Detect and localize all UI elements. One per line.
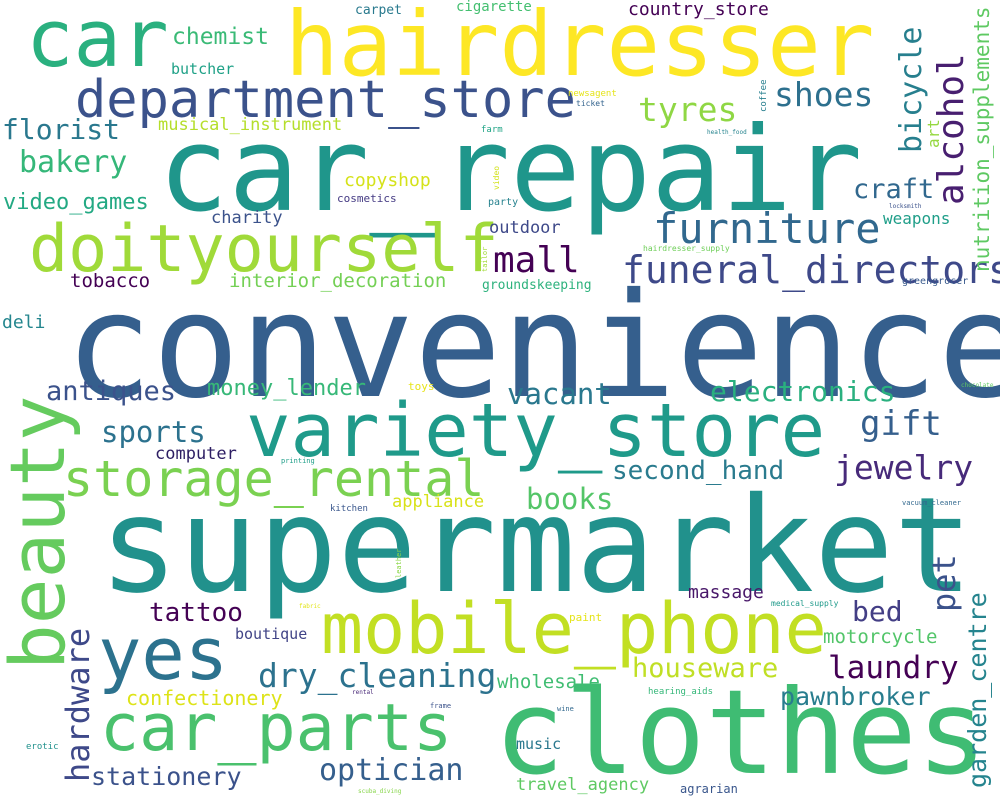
- word-wholesale: wholesale: [497, 671, 600, 693]
- word-nutrition-supplements: nutrition_supplements: [970, 6, 994, 272]
- word-doityourself: doityourself: [29, 212, 499, 287]
- word-funeral-directors: funeral_directors: [622, 248, 1000, 292]
- word-supermarket: supermarket: [99, 469, 974, 623]
- word-music: music: [516, 735, 562, 753]
- word-pet: pet: [925, 554, 963, 612]
- word-photo: photo: [462, 390, 481, 397]
- word-fabric: fabric: [299, 603, 321, 610]
- word-books: books: [526, 482, 614, 516]
- word-furniture: furniture: [653, 204, 881, 253]
- word-shoes: shoes: [774, 75, 874, 114]
- word-groundskeeping: groundskeeping: [482, 278, 592, 293]
- word-appliance: appliance: [392, 492, 485, 512]
- word-musical-instrument: musical_instrument: [158, 115, 343, 135]
- word-tyres: tyres: [638, 90, 738, 129]
- word-video: video: [492, 165, 501, 190]
- word-vacant: vacant: [507, 377, 612, 411]
- word-confectionery: confectionery: [126, 686, 283, 710]
- word-motorcycle: motorcycle: [823, 626, 938, 648]
- word-craft: craft: [853, 174, 935, 205]
- word-video-games: video_games: [3, 190, 149, 215]
- word-car-repair: car_repair: [158, 101, 863, 238]
- word-car-parts: car_parts: [100, 691, 453, 766]
- word-weapons: weapons: [883, 209, 951, 228]
- word-hardware: hardware: [59, 627, 97, 782]
- word-houseware: houseware: [632, 653, 779, 684]
- word-tailor: tailor: [481, 246, 489, 272]
- word-party: party: [488, 197, 519, 208]
- word-mall: mall: [493, 240, 580, 281]
- word-health-food: health_food: [707, 129, 747, 136]
- word-outdoor: outdoor: [489, 218, 561, 238]
- word-farm: farm: [481, 125, 503, 135]
- word-gift: gift: [860, 404, 942, 444]
- word-newsagent: newsagent: [568, 89, 617, 99]
- word-chemist: chemist: [172, 24, 269, 50]
- word-country-store: country_store: [628, 0, 769, 20]
- word-leather: leather: [395, 548, 403, 578]
- word-rental: rental: [352, 689, 374, 696]
- word-pawnbroker: pawnbroker: [780, 682, 931, 711]
- word-hairdresser-supply: hairdresser_supply: [643, 244, 730, 253]
- word-bakery: bakery: [19, 145, 128, 180]
- word-second-hand: second_hand: [612, 456, 785, 486]
- word-charity: charity: [211, 208, 283, 228]
- word-chocolate: chocolate: [961, 382, 994, 389]
- word-bed: bed: [852, 595, 903, 628]
- word-copyshop: copyshop: [344, 170, 431, 191]
- word-electronics: electronics: [710, 375, 896, 408]
- word-massage: massage: [688, 582, 764, 603]
- word-dry-cleaning: dry_cleaning: [258, 656, 497, 695]
- word-department-store: department_store: [75, 70, 576, 130]
- word-clothes: clothes: [494, 664, 988, 800]
- word-erotic: erotic: [26, 742, 59, 752]
- word-locksmith: locksmith: [889, 203, 922, 210]
- word-florist: florist: [2, 113, 121, 146]
- word-tobacco: tobacco: [70, 270, 151, 292]
- word-tattoo: tattoo: [149, 598, 243, 628]
- word-storage-rental: storage_rental: [63, 450, 485, 508]
- word-variety-store: variety_store: [246, 388, 826, 474]
- word-scuba-diving: scuba_diving: [358, 788, 402, 795]
- word-paint: paint: [569, 611, 603, 624]
- word-frame: frame: [430, 702, 452, 710]
- word-convenience: convenience: [65, 262, 1000, 431]
- word-butcher: butcher: [171, 60, 235, 78]
- word-bicycle: bicycle: [894, 26, 929, 153]
- word-boutique: boutique: [235, 625, 308, 643]
- word-travel-agency: travel_agency: [516, 775, 650, 795]
- word-money-lender: money_lender: [207, 376, 366, 401]
- word-vacuum-cleaner: vacuum_cleaner: [902, 499, 962, 507]
- word-agrarian: agrarian: [680, 782, 738, 796]
- word-optician: optician: [319, 753, 464, 788]
- word-jewelry: jewelry: [834, 448, 974, 487]
- word-computer: computer: [155, 444, 237, 464]
- word-cosmetics: cosmetics: [337, 192, 397, 205]
- word-coffee: coffee: [759, 79, 769, 112]
- word-garden-centre: garden_centre: [963, 592, 992, 788]
- word-wine: wine: [557, 705, 574, 713]
- word-stationery: stationery: [91, 762, 242, 791]
- word-greengrocer: greengrocer: [902, 276, 969, 287]
- word-laundry: laundry: [828, 650, 959, 686]
- word-carpet: carpet: [355, 3, 402, 18]
- word-printing: printing: [281, 457, 315, 465]
- word-interior-decoration: interior_decoration: [229, 270, 447, 292]
- word-hairdresser: hairdresser: [285, 0, 875, 96]
- word-sports: sports: [101, 415, 206, 449]
- word-ticket: ticket: [576, 99, 605, 108]
- word-toys: toys: [408, 380, 435, 393]
- word-antiques: antiques: [46, 376, 177, 407]
- word-hearing-aids: hearing_aids: [648, 687, 714, 697]
- word-art: art: [924, 119, 943, 148]
- word-car: car: [26, 0, 169, 85]
- word-mobile-phone: mobile_phone: [321, 588, 827, 670]
- word-deli: deli: [2, 312, 46, 333]
- word-kitchen: kitchen: [330, 504, 368, 514]
- word-medical-supply: medical_supply: [771, 599, 839, 608]
- word-cigarette: cigarette: [456, 0, 532, 15]
- word-yes: yes: [98, 612, 229, 696]
